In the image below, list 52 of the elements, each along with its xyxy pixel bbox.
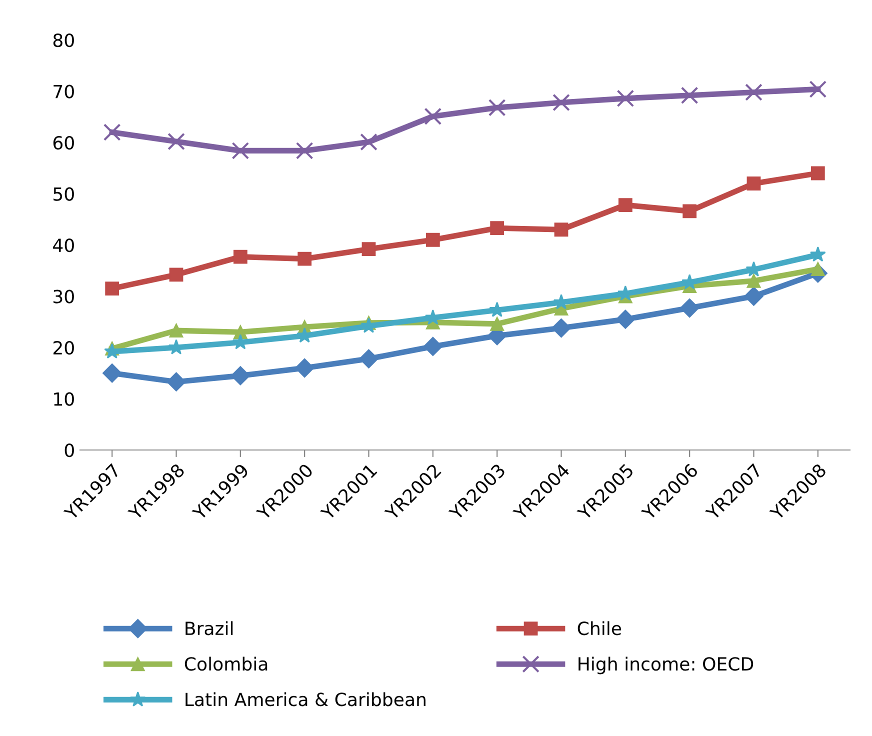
- legend-label: High income: OECD: [578, 656, 754, 674]
- point: [744, 286, 764, 306]
- point: [680, 298, 700, 318]
- y-tick-label: 10: [54, 392, 74, 406]
- point: [360, 133, 378, 151]
- point: [166, 372, 186, 392]
- point: [552, 318, 571, 338]
- y-tick-label: 50: [54, 187, 74, 201]
- point: [362, 242, 376, 256]
- point: [168, 132, 185, 150]
- y-tick-label: 70: [54, 84, 74, 98]
- point: [680, 86, 698, 104]
- point: [810, 166, 825, 180]
- point: [105, 282, 120, 296]
- y-tick-label: 20: [53, 340, 74, 355]
- point: [809, 80, 827, 98]
- point: [296, 142, 314, 160]
- y-tick-label: 40: [53, 238, 74, 252]
- y-tick-label: 80: [53, 33, 74, 48]
- point: [616, 310, 635, 329]
- y-tick-label: 60: [53, 136, 74, 150]
- point: [616, 90, 634, 108]
- point: [102, 364, 122, 383]
- point: [423, 336, 442, 356]
- point: [298, 252, 312, 266]
- point: [233, 250, 248, 264]
- legend-label: Chile: [578, 621, 622, 636]
- legend-label: Colombia: [184, 656, 268, 671]
- point: [490, 316, 504, 331]
- point: [682, 204, 697, 218]
- y-tick-label: 0: [64, 443, 74, 458]
- y-tick-label: 30: [54, 290, 74, 304]
- point: [488, 98, 506, 116]
- point: [426, 232, 440, 247]
- point: [232, 142, 250, 160]
- point: [810, 246, 826, 262]
- point: [169, 268, 184, 282]
- point: [230, 366, 250, 386]
- point: [746, 274, 761, 288]
- point: [552, 94, 570, 112]
- point: [359, 349, 378, 368]
- legend-label: Brazil: [186, 621, 233, 636]
- point: [295, 358, 314, 378]
- point: [424, 108, 442, 126]
- legend-label: Latin America & Caribbean: [186, 692, 426, 706]
- point: [618, 198, 632, 212]
- point: [746, 176, 761, 190]
- point: [103, 124, 121, 141]
- point: [554, 222, 568, 237]
- point: [745, 84, 762, 101]
- point: [169, 324, 184, 338]
- point: [490, 221, 504, 236]
